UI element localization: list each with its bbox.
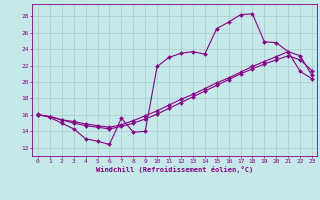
X-axis label: Windchill (Refroidissement éolien,°C): Windchill (Refroidissement éolien,°C) <box>96 166 253 173</box>
